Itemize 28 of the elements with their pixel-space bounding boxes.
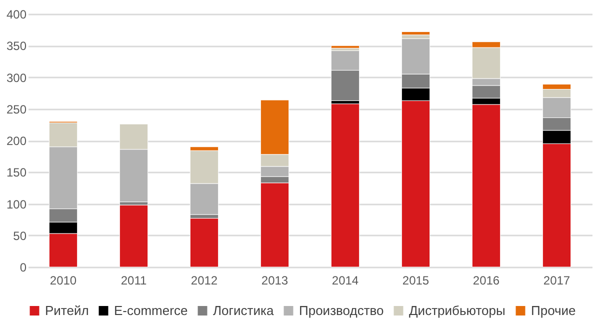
- legend-label: Дистрибьюторы: [409, 302, 506, 318]
- bar: [330, 45, 360, 48]
- legend-label: Производство: [299, 302, 384, 318]
- y-tick-label: 200: [6, 134, 27, 148]
- y-tick-label: 400: [6, 8, 27, 22]
- x-tick-label: 2016: [472, 274, 500, 288]
- bar: [119, 204, 148, 268]
- y-tick-label: 150: [6, 166, 27, 180]
- y-tick-label: 300: [6, 70, 27, 85]
- legend-label: Прочие: [531, 302, 576, 318]
- x-tick-label: 2014: [332, 274, 359, 288]
- x-tick-label: 2017: [543, 274, 570, 288]
- x-tick-label: 2013: [261, 274, 288, 288]
- y-tick-label: 350: [6, 39, 27, 54]
- x-tick-label: 2012: [190, 274, 218, 288]
- y-tick-label: 100: [6, 197, 27, 212]
- legend-label: Логистика: [213, 302, 274, 318]
- legend-label: E-commerce: [114, 302, 188, 318]
- bar: [330, 104, 360, 268]
- bar: [401, 31, 430, 36]
- bar: [190, 218, 219, 268]
- legend-label: Ритейл: [45, 302, 89, 318]
- x-tick-label: 2011: [120, 274, 147, 288]
- y-tick-label: 50: [13, 228, 27, 243]
- x-tick-label: 2010: [50, 274, 77, 288]
- y-tick-label: 250: [6, 102, 27, 116]
- x-tick-label: 2015: [402, 274, 430, 288]
- y-tick-label: 0: [20, 260, 27, 274]
